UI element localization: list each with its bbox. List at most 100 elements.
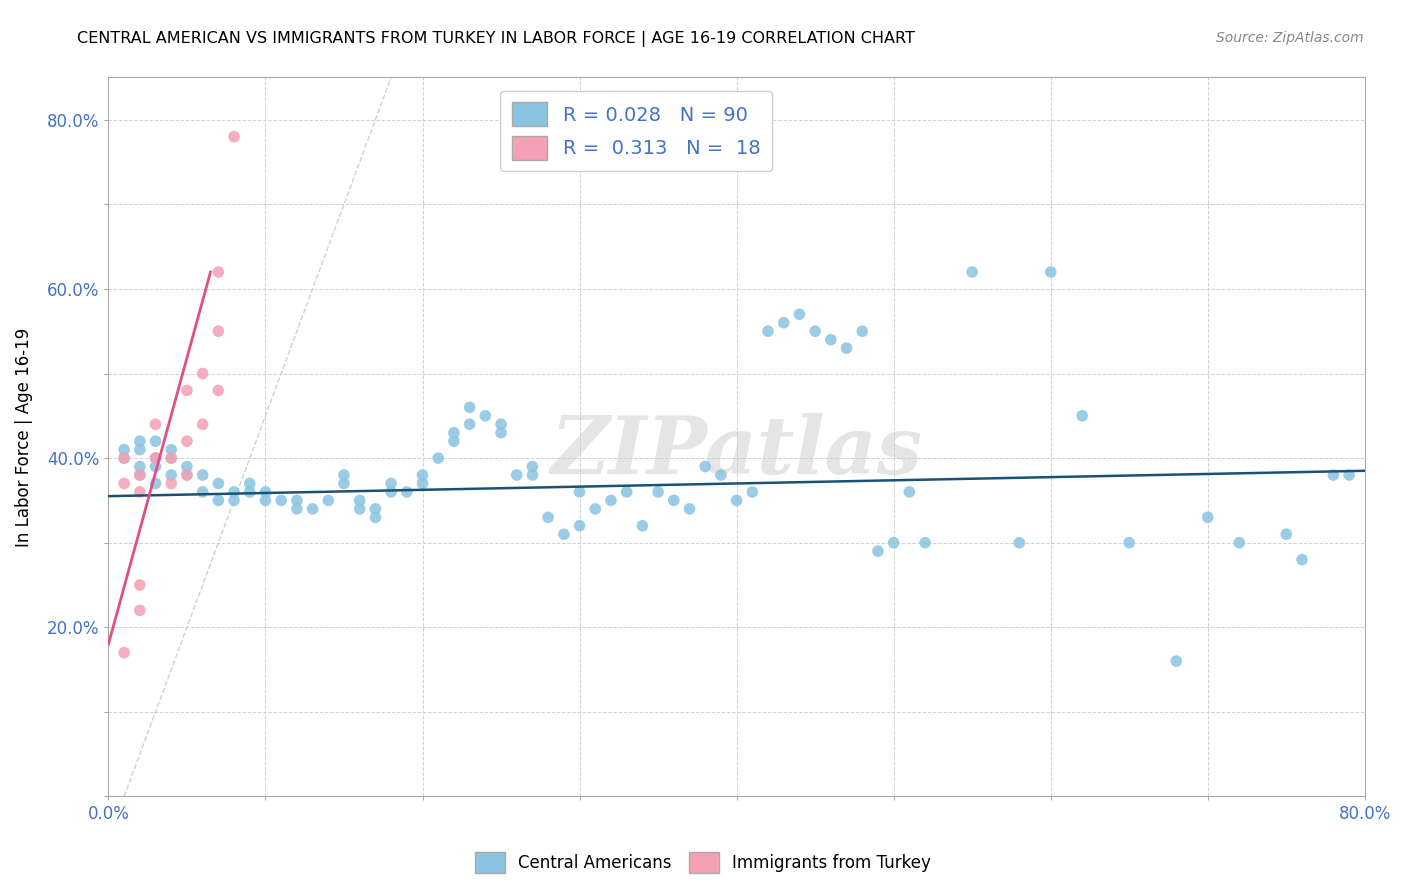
Point (443, 434, 465, 449)
Point (772, 316, 794, 330)
Text: ZIPatlas: ZIPatlas (551, 413, 922, 490)
Text: Source: ZipAtlas.com: Source: ZipAtlas.com (1216, 31, 1364, 45)
Point (1275, 527, 1298, 541)
Point (349, 501, 371, 516)
Point (695, 459, 717, 474)
Point (128, 434, 150, 449)
Point (458, 417, 481, 432)
Point (914, 535, 936, 549)
Point (333, 476, 356, 491)
Point (568, 484, 591, 499)
Point (741, 484, 763, 499)
Point (866, 544, 889, 558)
Point (1339, 468, 1361, 483)
Point (112, 451, 135, 466)
Point (600, 493, 623, 508)
Point (222, 493, 245, 508)
Point (270, 493, 292, 508)
Point (616, 484, 638, 499)
Point (427, 451, 450, 466)
Point (631, 518, 654, 533)
Point (222, 129, 245, 144)
Point (316, 493, 339, 508)
Point (160, 468, 183, 483)
Point (835, 341, 858, 355)
Point (301, 501, 323, 516)
Point (960, 265, 983, 279)
Point (474, 409, 496, 423)
Point (443, 425, 465, 440)
Point (145, 459, 167, 474)
Point (1166, 654, 1188, 668)
Point (222, 484, 245, 499)
Point (254, 484, 277, 499)
Point (725, 493, 748, 508)
Point (412, 476, 434, 491)
Point (522, 459, 544, 474)
Point (678, 501, 700, 516)
Point (191, 484, 214, 499)
Point (333, 468, 356, 483)
Point (191, 468, 214, 483)
Point (364, 510, 387, 524)
Point (145, 417, 167, 432)
Point (128, 484, 150, 499)
Point (851, 324, 873, 338)
Point (254, 493, 277, 508)
Point (804, 324, 827, 338)
Point (506, 468, 529, 483)
Point (160, 476, 183, 491)
Point (583, 501, 606, 516)
Point (128, 578, 150, 592)
Point (112, 646, 135, 660)
Point (489, 425, 512, 440)
Point (112, 476, 135, 491)
Point (489, 417, 512, 432)
Point (207, 265, 229, 279)
Point (898, 484, 921, 499)
Point (176, 468, 198, 483)
Point (1008, 535, 1031, 549)
Point (128, 468, 150, 483)
Point (1227, 535, 1250, 549)
Point (128, 442, 150, 457)
Point (412, 468, 434, 483)
Point (522, 468, 544, 483)
Point (756, 324, 779, 338)
Point (395, 484, 418, 499)
Y-axis label: In Labor Force | Age 16-19: In Labor Force | Age 16-19 (15, 327, 32, 547)
Point (160, 451, 183, 466)
Point (380, 484, 402, 499)
Point (647, 484, 669, 499)
Text: CENTRAL AMERICAN VS IMMIGRANTS FROM TURKEY IN LABOR FORCE | AGE 16-19 CORRELATIO: CENTRAL AMERICAN VS IMMIGRANTS FROM TURK… (77, 31, 915, 47)
Point (537, 510, 560, 524)
Point (145, 451, 167, 466)
Point (662, 493, 685, 508)
Point (160, 451, 183, 466)
Point (112, 451, 135, 466)
Point (176, 434, 198, 449)
Point (176, 384, 198, 398)
Point (285, 493, 308, 508)
Point (1071, 409, 1094, 423)
Point (160, 442, 183, 457)
Point (710, 468, 733, 483)
Point (883, 535, 905, 549)
Point (1322, 468, 1344, 483)
Point (176, 468, 198, 483)
Point (1039, 265, 1062, 279)
Point (458, 401, 481, 415)
Point (285, 501, 308, 516)
Point (1197, 510, 1219, 524)
Point (128, 459, 150, 474)
Point (128, 603, 150, 617)
Legend: R = 0.028   N = 90, R =  0.313   N =  18: R = 0.028 N = 90, R = 0.313 N = 18 (501, 91, 772, 171)
Point (145, 476, 167, 491)
Point (364, 501, 387, 516)
Point (191, 367, 214, 381)
Point (207, 476, 229, 491)
Point (1118, 535, 1140, 549)
Point (568, 518, 591, 533)
Point (145, 434, 167, 449)
Point (380, 476, 402, 491)
